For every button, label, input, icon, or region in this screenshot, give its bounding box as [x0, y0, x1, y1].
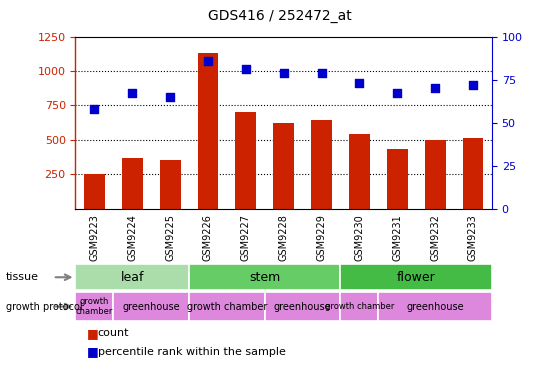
Text: growth protocol: growth protocol: [6, 302, 82, 311]
Text: GSM9233: GSM9233: [468, 214, 478, 261]
Point: [317, 70, 326, 76]
Point: [165, 94, 174, 100]
Text: GSM9225: GSM9225: [165, 214, 175, 261]
Text: GSM9229: GSM9229: [316, 214, 326, 261]
Bar: [425, 140, 446, 209]
Text: GSM9223: GSM9223: [89, 214, 100, 261]
Text: leaf: leaf: [121, 271, 144, 284]
Bar: [75, 292, 113, 321]
Point: [203, 58, 212, 64]
Bar: [265, 292, 340, 321]
Point: [430, 85, 439, 91]
Text: GDS416 / 252472_at: GDS416 / 252472_at: [207, 9, 352, 23]
Text: greenhouse: greenhouse: [406, 302, 464, 311]
Text: greenhouse: greenhouse: [122, 302, 180, 311]
Bar: [378, 292, 492, 321]
Text: growth
chamber: growth chamber: [75, 297, 113, 316]
Point: [393, 90, 402, 96]
Text: percentile rank within the sample: percentile rank within the sample: [98, 347, 286, 356]
Bar: [122, 158, 143, 209]
Text: tissue: tissue: [6, 272, 39, 282]
Bar: [160, 160, 181, 209]
Text: GSM9230: GSM9230: [354, 214, 364, 261]
Point: [355, 80, 364, 86]
Text: greenhouse: greenhouse: [274, 302, 331, 311]
Text: GSM9231: GSM9231: [392, 214, 402, 261]
Text: ■: ■: [87, 326, 98, 340]
Text: ■: ■: [87, 345, 98, 358]
Bar: [113, 292, 189, 321]
Text: GSM9227: GSM9227: [241, 214, 251, 261]
Bar: [75, 264, 189, 291]
Point: [468, 82, 477, 88]
Bar: [235, 112, 256, 209]
Point: [128, 90, 137, 96]
Bar: [273, 123, 294, 209]
Bar: [189, 292, 265, 321]
Bar: [463, 138, 484, 209]
Bar: [189, 264, 340, 291]
Bar: [340, 292, 378, 321]
Text: GSM9226: GSM9226: [203, 214, 213, 261]
Text: flower: flower: [397, 271, 435, 284]
Text: GSM9228: GSM9228: [279, 214, 288, 261]
Text: GSM9224: GSM9224: [127, 214, 138, 261]
Bar: [84, 173, 105, 209]
Bar: [349, 134, 370, 209]
Text: stem: stem: [249, 271, 281, 284]
Text: growth chamber: growth chamber: [325, 302, 394, 311]
Bar: [311, 120, 332, 209]
Text: GSM9232: GSM9232: [430, 214, 440, 261]
Bar: [340, 264, 492, 291]
Point: [280, 70, 288, 76]
Point: [90, 106, 99, 112]
Bar: [387, 149, 408, 209]
Point: [241, 66, 250, 72]
Bar: [197, 53, 219, 209]
Text: count: count: [98, 328, 129, 338]
Text: growth chamber: growth chamber: [187, 302, 267, 311]
